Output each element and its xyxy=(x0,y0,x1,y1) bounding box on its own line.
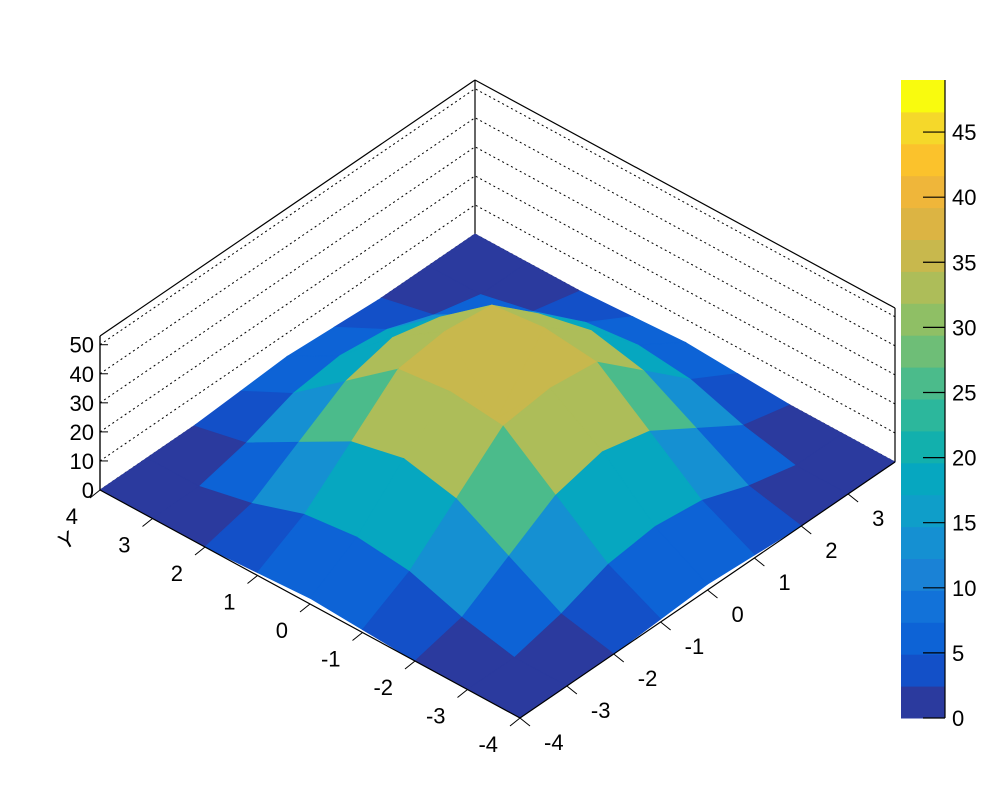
x-tick-label: 2 xyxy=(825,538,837,563)
y-tick-label: 2 xyxy=(171,561,183,586)
box-edge xyxy=(99,79,476,337)
colorbar-tick-label: 5 xyxy=(952,641,964,666)
z-grid-line xyxy=(99,146,896,404)
z-tick-label: 10 xyxy=(70,449,94,474)
colorbar-tick-label: 10 xyxy=(952,576,976,601)
colorbar-level xyxy=(901,462,945,496)
colorbar-tick-label: 35 xyxy=(952,250,976,275)
colorbar-level xyxy=(901,526,945,559)
y-tick xyxy=(352,632,363,641)
x-tick xyxy=(566,685,578,695)
y-tick-label: -2 xyxy=(373,675,393,700)
colorbar-tick-label: 20 xyxy=(952,446,976,471)
y-tick xyxy=(404,660,416,670)
y-tick-label: 3 xyxy=(118,533,130,558)
colorbar-level xyxy=(901,590,945,623)
colorbar-level xyxy=(901,654,945,687)
colorbar-level xyxy=(901,494,945,528)
colorbar-tick-label: 25 xyxy=(952,380,976,405)
colorbar-level xyxy=(901,335,945,368)
box-edge xyxy=(474,79,896,309)
x-tick xyxy=(707,589,718,599)
colorbar-tick-label: 15 xyxy=(952,511,976,536)
y-tick xyxy=(89,489,101,499)
colorbar-level xyxy=(901,111,945,145)
y-tick-label: -1 xyxy=(321,647,341,672)
z-tick-label: 20 xyxy=(70,420,94,445)
colorbar-level xyxy=(901,622,945,655)
colorbar-level xyxy=(901,80,945,113)
colorbar-level xyxy=(901,207,945,240)
y-tick-label: 4 xyxy=(66,504,78,529)
x-tick-label: 1 xyxy=(778,570,790,595)
x-tick-label: 0 xyxy=(732,602,744,627)
x-tick-label: -2 xyxy=(638,666,658,691)
y-tick xyxy=(299,603,311,613)
z-grid-line xyxy=(99,204,896,462)
x-tick xyxy=(847,493,859,503)
x-tick-label: -1 xyxy=(685,634,705,659)
colorbar-level xyxy=(901,303,945,336)
z-grid-line xyxy=(99,88,896,346)
x-tick-label: -3 xyxy=(591,698,611,723)
y-tick xyxy=(457,689,468,698)
colorbar-level xyxy=(901,430,945,464)
y-tick-label: 0 xyxy=(276,618,288,643)
colorbar-level xyxy=(901,686,945,719)
x-tick xyxy=(754,557,765,567)
x-tick xyxy=(613,653,625,663)
colorbar-level xyxy=(901,143,945,177)
x-tick-label: 3 xyxy=(872,506,884,531)
z-tick-label: 50 xyxy=(70,333,94,358)
colorbar-tick-label: 45 xyxy=(952,120,976,145)
colorbar-level xyxy=(901,399,945,432)
z-tick-label: 0 xyxy=(82,478,94,503)
z-grid-line xyxy=(99,175,896,433)
x-tick xyxy=(519,717,531,727)
y-tick-label: -3 xyxy=(426,704,446,729)
y-tick xyxy=(509,717,521,727)
y-tick xyxy=(142,518,153,527)
x-tick xyxy=(660,621,671,631)
x-tick-label: -4 xyxy=(544,730,564,755)
y-tick-label: 1 xyxy=(223,590,235,615)
colorbar-level xyxy=(901,367,945,400)
y-tick xyxy=(247,575,258,584)
colorbar-tick-label: 0 xyxy=(952,706,964,731)
colorbar-level xyxy=(901,271,945,304)
colorbar-tick-label: 40 xyxy=(952,185,976,210)
z-tick-label: 40 xyxy=(70,362,94,387)
y-tick xyxy=(194,546,206,556)
colorbar-level xyxy=(901,175,945,209)
colorbar-level xyxy=(901,558,945,591)
colorbar-tick-label: 30 xyxy=(952,315,976,340)
y-axis-title: Y xyxy=(54,526,79,555)
z-grid-line xyxy=(99,117,896,375)
y-tick-label: -4 xyxy=(478,732,498,757)
z-tick-label: 30 xyxy=(70,391,94,416)
x-tick xyxy=(800,525,812,535)
colorbar-level xyxy=(901,239,945,272)
